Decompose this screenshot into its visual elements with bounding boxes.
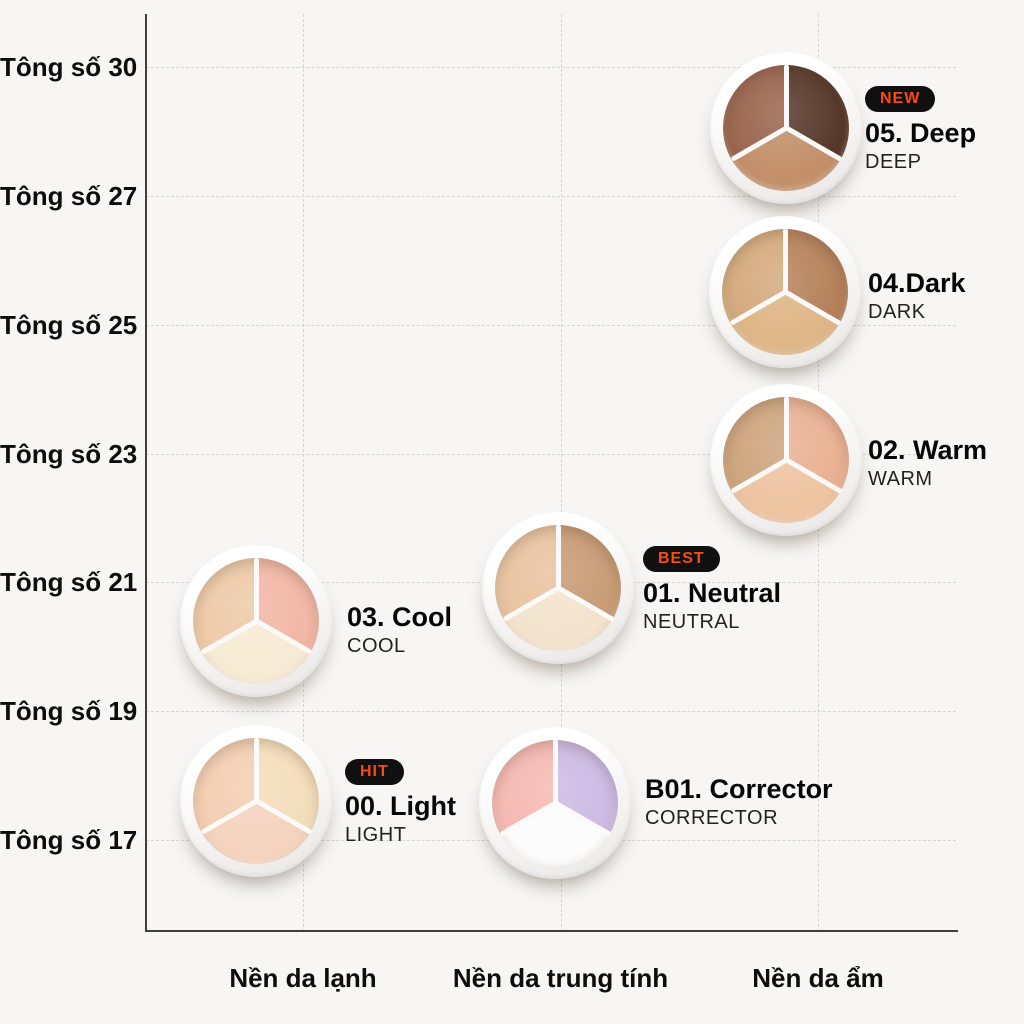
product-label-deep: NEW 05. Deep DEEP xyxy=(865,86,976,175)
palette-shades-deep xyxy=(723,65,849,191)
y-axis-label: Tông số 30 xyxy=(0,52,138,82)
x-axis-line xyxy=(145,930,958,932)
y-axis-label: Tông số 21 xyxy=(0,567,138,598)
palette-sheen xyxy=(723,65,849,191)
product-label-light: HIT 00. Light LIGHT xyxy=(345,759,456,848)
product-subtitle: WARM xyxy=(868,468,933,490)
badge-row: HIT xyxy=(345,759,456,790)
palette-cool xyxy=(180,545,332,697)
product-label-neutral: BEST 01. Neutral NEUTRAL xyxy=(643,546,781,635)
product-title: 01. Neutral xyxy=(643,578,782,608)
palette-divider xyxy=(253,558,259,621)
product-subtitle: DEEP xyxy=(865,151,922,173)
x-axis-label: Nền da ẩm xyxy=(752,963,884,993)
status-badge: BEST xyxy=(643,546,720,572)
palette-neutral xyxy=(482,512,634,664)
product-title: 03. Cool xyxy=(347,602,453,632)
y-axis-label: Tông số 23 xyxy=(0,438,138,469)
palette-divider xyxy=(253,738,259,801)
gridline-horizontal xyxy=(146,195,956,197)
product-label-corrector: B01. Corrector CORRECTOR xyxy=(645,773,833,831)
gridline-horizontal xyxy=(146,67,956,68)
palette-shades-corrector xyxy=(492,740,618,866)
palette-corrector xyxy=(479,727,631,879)
badge-row: NEW xyxy=(865,86,976,117)
palette-shades-dark xyxy=(722,229,848,355)
gridline-horizontal xyxy=(146,453,956,455)
product-title: 05. Deep xyxy=(865,118,977,148)
palette-shades-warm xyxy=(723,397,849,523)
y-axis-label: Tông số 25 xyxy=(0,309,138,340)
product-title: 00. Light xyxy=(345,791,457,821)
product-title: B01. Corrector xyxy=(645,774,833,804)
palette-divider xyxy=(783,65,789,128)
product-subtitle: COOL xyxy=(347,635,406,657)
y-axis-label: Tông số 17 xyxy=(0,825,138,855)
product-subtitle: NEUTRAL xyxy=(643,611,740,633)
palette-shades-light xyxy=(193,738,319,864)
palette-divider xyxy=(552,740,558,803)
palette-shades-cool xyxy=(193,558,319,684)
palette-sheen xyxy=(723,397,849,523)
product-title: 02. Warm xyxy=(868,435,988,465)
product-title: 04.Dark xyxy=(868,268,966,298)
palette-divider xyxy=(555,525,561,588)
product-label-cool: 03. Cool COOL xyxy=(347,601,452,659)
palette-warm xyxy=(710,384,862,536)
palette-dark xyxy=(709,216,861,368)
palette-sheen xyxy=(492,740,618,866)
palette-divider xyxy=(782,229,788,292)
x-axis-label: Nền da trung tính xyxy=(452,963,669,993)
y-axis-label: Tông số 27 xyxy=(0,180,138,211)
status-badge: NEW xyxy=(865,86,936,112)
palette-divider xyxy=(783,397,789,460)
product-subtitle: DARK xyxy=(868,301,926,323)
product-subtitle: LIGHT xyxy=(345,824,407,846)
product-label-dark: 04.Dark DARK xyxy=(868,267,966,325)
palette-shades-neutral xyxy=(495,525,621,651)
badge-row: BEST xyxy=(643,546,781,577)
gridline-vertical xyxy=(560,14,562,932)
palette-light xyxy=(180,725,332,877)
y-axis-label: Tông số 19 xyxy=(0,696,138,727)
palette-sheen xyxy=(193,738,319,864)
x-axis-label: Nền da lạnh xyxy=(229,963,377,993)
palette-sheen xyxy=(495,525,621,651)
gridline-horizontal xyxy=(146,324,956,326)
status-badge: HIT xyxy=(345,759,404,785)
product-subtitle: CORRECTOR xyxy=(645,807,779,829)
palette-sheen xyxy=(193,558,319,684)
product-label-warm: 02. Warm WARM xyxy=(868,434,987,492)
gridline-horizontal xyxy=(146,711,956,713)
palette-sheen xyxy=(722,229,848,355)
gridline-vertical xyxy=(303,14,304,932)
y-axis-line xyxy=(145,14,147,932)
palette-deep xyxy=(710,52,862,204)
